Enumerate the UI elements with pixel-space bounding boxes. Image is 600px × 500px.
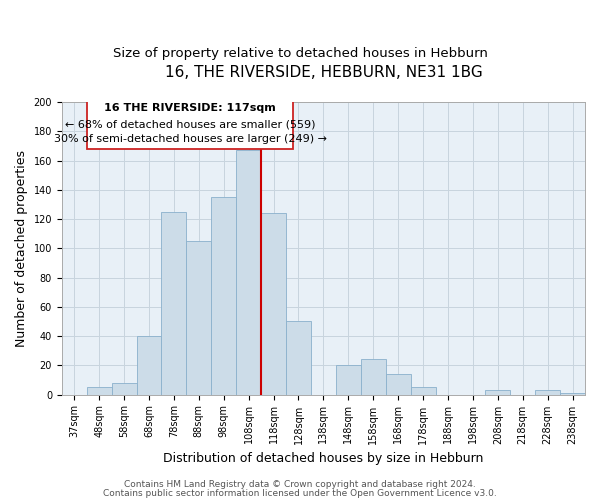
Bar [361, 360, 386, 394]
Text: Contains HM Land Registry data © Crown copyright and database right 2024.: Contains HM Land Registry data © Crown c… [124, 480, 476, 489]
Bar [286, 322, 311, 394]
Bar [236, 150, 261, 394]
Bar [560, 393, 585, 394]
Text: 16 THE RIVERSIDE: 117sqm: 16 THE RIVERSIDE: 117sqm [104, 104, 276, 114]
Text: 30% of semi-detached houses are larger (249) →: 30% of semi-detached houses are larger (… [53, 134, 326, 144]
Bar [261, 213, 286, 394]
X-axis label: Distribution of detached houses by size in Hebburn: Distribution of detached houses by size … [163, 452, 484, 465]
Bar [137, 336, 161, 394]
Text: ← 68% of detached houses are smaller (559): ← 68% of detached houses are smaller (55… [65, 120, 316, 130]
Bar [336, 366, 361, 394]
Bar [535, 390, 560, 394]
Bar [410, 388, 436, 394]
Bar [211, 197, 236, 394]
Bar [161, 212, 187, 394]
Bar [485, 390, 510, 394]
Bar [86, 388, 112, 394]
FancyBboxPatch shape [86, 94, 293, 149]
Y-axis label: Number of detached properties: Number of detached properties [15, 150, 28, 347]
Bar [386, 374, 410, 394]
Text: Size of property relative to detached houses in Hebburn: Size of property relative to detached ho… [113, 48, 487, 60]
Title: 16, THE RIVERSIDE, HEBBURN, NE31 1BG: 16, THE RIVERSIDE, HEBBURN, NE31 1BG [164, 65, 482, 80]
Bar [112, 383, 137, 394]
Bar [187, 241, 211, 394]
Text: Contains public sector information licensed under the Open Government Licence v3: Contains public sector information licen… [103, 488, 497, 498]
